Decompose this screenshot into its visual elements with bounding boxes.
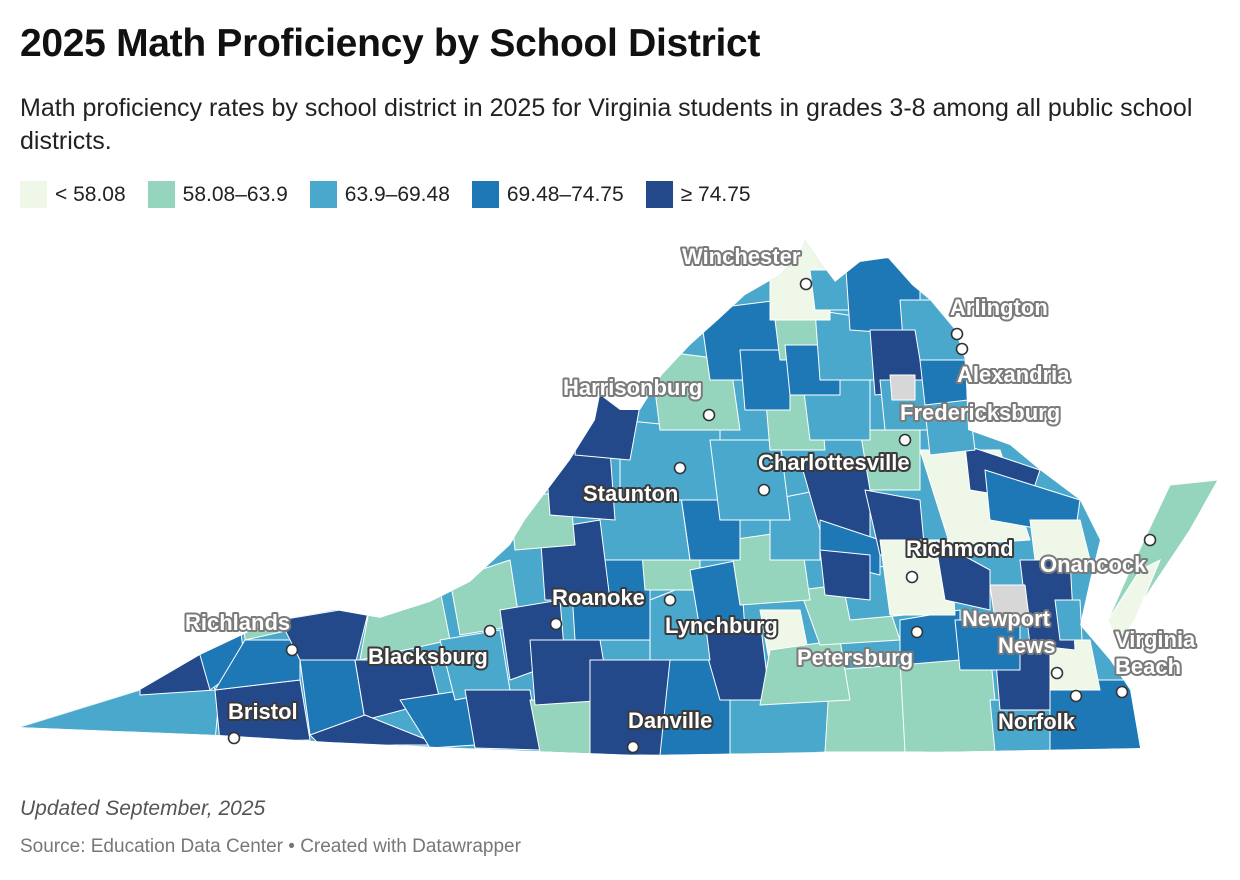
legend-label: < 58.08	[55, 182, 126, 206]
city-marker[interactable]	[1115, 685, 1129, 699]
virginia-map[interactable]: Winchester Arlington Alexandria Harrison…	[0, 225, 1240, 770]
legend-swatch	[20, 181, 47, 208]
city-label-blacksburg: Blacksburg	[368, 644, 488, 669]
city-label-news: News	[998, 633, 1055, 658]
city-markers	[227, 277, 1157, 754]
city-label-charlottesville: Charlottesville	[758, 450, 910, 475]
city-marker[interactable]	[910, 625, 924, 639]
district-region[interactable]	[819, 549, 871, 601]
city-label-bristol: Bristol	[228, 699, 298, 724]
legend-item: 58.08–63.9	[147, 181, 288, 208]
district-region[interactable]	[759, 639, 851, 706]
city-label-staunton: Staunton	[583, 481, 678, 506]
color-legend: < 58.08 58.08–63.9 63.9–69.48 69.48–74.7…	[20, 181, 773, 208]
district-region[interactable]	[934, 539, 991, 611]
district-region[interactable]	[589, 659, 676, 755]
city-label-virginia: Virginia	[1115, 627, 1196, 652]
city-marker[interactable]	[955, 342, 969, 356]
legend-item: 63.9–69.48	[309, 181, 450, 208]
city-marker[interactable]	[1069, 689, 1083, 703]
city-label-beach: Beach	[1115, 654, 1181, 679]
legend-label: ≥ 74.75	[680, 182, 751, 206]
city-label-arlington: Arlington	[950, 295, 1048, 320]
district-region[interactable]	[739, 349, 791, 411]
city-label-onancock: Onancock	[1040, 552, 1147, 577]
city-marker[interactable]	[950, 327, 964, 341]
district-region[interactable]	[214, 639, 301, 691]
city-marker[interactable]	[227, 731, 241, 745]
district-region[interactable]	[529, 699, 591, 755]
city-marker[interactable]	[285, 643, 299, 657]
city-marker[interactable]	[1143, 533, 1157, 547]
city-label-lynchburg: Lynchburg	[665, 613, 778, 638]
city-label-newport: Newport	[962, 606, 1051, 631]
legend-swatch	[309, 181, 337, 208]
legend-item: 69.48–74.75	[471, 181, 624, 208]
city-label-fredericksburg: Fredericksburg	[900, 400, 1060, 425]
city-marker[interactable]	[626, 740, 640, 754]
district-region[interactable]	[574, 389, 641, 461]
legend-swatch	[147, 181, 175, 208]
district-region[interactable]	[889, 374, 916, 401]
city-label-norfolk: Norfolk	[998, 709, 1076, 734]
city-marker[interactable]	[549, 617, 563, 631]
city-marker[interactable]	[663, 593, 677, 607]
legend-item: < 58.08	[20, 181, 126, 208]
legend-item: ≥ 74.75	[645, 181, 751, 208]
city-label-alexandria: Alexandria	[957, 362, 1070, 387]
city-marker[interactable]	[673, 461, 687, 475]
city-marker[interactable]	[1050, 666, 1064, 680]
district-region[interactable]	[709, 439, 791, 521]
legend-swatch	[645, 181, 673, 208]
district-region[interactable]	[989, 584, 1031, 626]
district-region[interactable]	[689, 559, 746, 631]
city-marker[interactable]	[702, 408, 716, 422]
legend-swatch	[471, 181, 499, 208]
city-marker[interactable]	[905, 570, 919, 584]
legend-label: 69.48–74.75	[506, 182, 624, 206]
map-title: 2025 Math Proficiency by School District	[20, 22, 761, 65]
district-region[interactable]	[20, 689, 221, 741]
city-label-richmond: Richmond	[906, 536, 1014, 561]
city-marker[interactable]	[757, 483, 771, 497]
legend-label: 58.08–63.9	[182, 182, 288, 206]
map-subtitle: Math proficiency rates by school distric…	[20, 94, 1193, 155]
city-label-harrisonburg: Harrisonburg	[563, 375, 702, 400]
city-marker[interactable]	[898, 433, 912, 447]
district-region[interactable]	[1029, 519, 1091, 561]
city-labels: Winchester Arlington Alexandria Harrison…	[183, 242, 1198, 736]
city-marker[interactable]	[799, 277, 813, 291]
city-label-roanoke: Roanoke	[552, 585, 645, 610]
district-region[interactable]	[924, 409, 976, 456]
source-credit[interactable]: Source: Education Data Center • Created …	[20, 836, 521, 857]
city-label-winchester: Winchester	[682, 244, 801, 269]
eastern-shore-region[interactable]	[1107, 558, 1161, 647]
city-label-petersburg: Petersburg	[797, 645, 913, 670]
district-region[interactable]	[464, 689, 541, 751]
city-marker[interactable]	[483, 624, 497, 638]
city-label-danville: Danville	[628, 708, 712, 733]
map-svg[interactable]: Winchester Arlington Alexandria Harrison…	[0, 225, 1240, 770]
legend-label: 63.9–69.48	[344, 182, 450, 206]
update-note: Updated September, 2025	[20, 797, 266, 820]
city-label-richlands: Richlands	[185, 610, 290, 635]
district-region[interactable]	[1054, 599, 1083, 641]
